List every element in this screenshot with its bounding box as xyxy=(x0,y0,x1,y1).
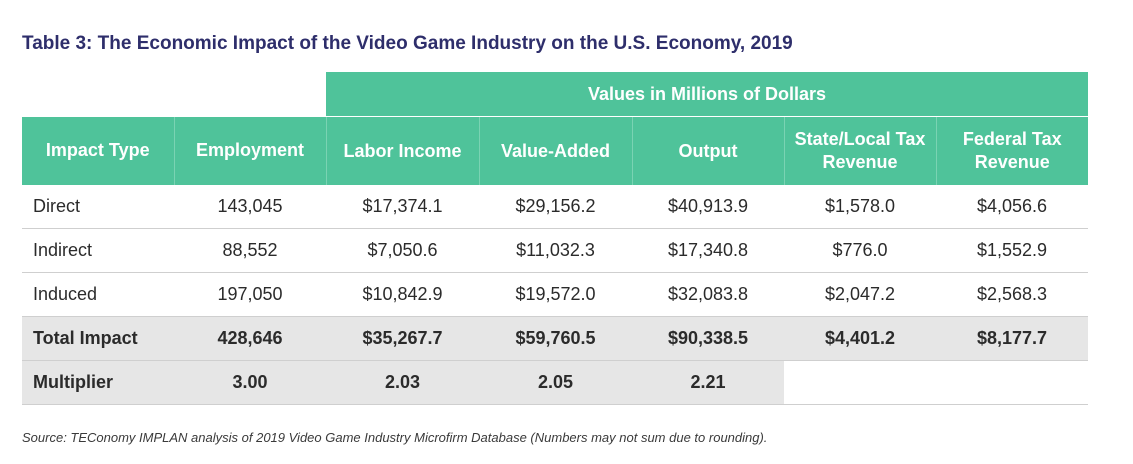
table-row-direct: Direct 143,045 $17,374.1 $29,156.2 $40,9… xyxy=(22,185,1089,229)
cell-output: 2.21 xyxy=(632,360,784,405)
cell-state-local-tax: $776.0 xyxy=(784,228,936,273)
col-header-value-added: Value-Added xyxy=(479,116,633,185)
economic-impact-table: Values in Millions of Dollars Impact Typ… xyxy=(22,72,1089,405)
table-row-indirect: Indirect 88,552 $7,050.6 $11,032.3 $17,3… xyxy=(22,228,1089,273)
cell-employment: 88,552 xyxy=(174,228,326,273)
group-header-row: Values in Millions of Dollars xyxy=(22,72,1089,117)
col-header-labor-income: Labor Income xyxy=(326,116,480,185)
cell-employment: 197,050 xyxy=(174,272,326,317)
col-header-employment: Employment xyxy=(174,116,327,185)
cell-employment: 3.00 xyxy=(174,360,326,405)
cell-federal-tax: $4,056.6 xyxy=(936,185,1089,229)
cell-labor-income: $7,050.6 xyxy=(326,228,479,273)
cell-value-added: $59,760.5 xyxy=(479,316,632,361)
cell-federal-tax: $8,177.7 xyxy=(936,316,1089,361)
cell-federal-tax: $1,552.9 xyxy=(936,228,1089,273)
table-title: Table 3: The Economic Impact of the Vide… xyxy=(22,33,793,54)
cell-employment: 428,646 xyxy=(174,316,326,361)
cell-value-added: $29,156.2 xyxy=(479,185,632,229)
table-row-induced: Induced 197,050 $10,842.9 $19,572.0 $32,… xyxy=(22,272,1089,317)
values-group-header: Values in Millions of Dollars xyxy=(326,72,1089,117)
cell-output: $90,338.5 xyxy=(632,316,784,361)
row-label: Indirect xyxy=(22,228,174,273)
col-header-state-local-tax: State/Local Tax Revenue xyxy=(784,116,937,185)
cell-value-added: 2.05 xyxy=(479,360,632,405)
cell-state-local-tax: $1,578.0 xyxy=(784,185,936,229)
row-label: Total Impact xyxy=(22,316,174,361)
table-row-multiplier: Multiplier 3.00 2.03 2.05 2.21 xyxy=(22,360,1089,405)
col-header-federal-tax: Federal Tax Revenue xyxy=(936,116,1089,185)
cell-state-local-tax: $2,047.2 xyxy=(784,272,936,317)
cell-employment: 143,045 xyxy=(174,185,326,229)
cell-value-added: $19,572.0 xyxy=(479,272,632,317)
row-label: Induced xyxy=(22,272,174,317)
cell-value-added: $11,032.3 xyxy=(479,228,632,273)
col-header-output: Output xyxy=(632,116,785,185)
cell-labor-income: 2.03 xyxy=(326,360,479,405)
cell-labor-income: $17,374.1 xyxy=(326,185,479,229)
source-note: Source: TEConomy IMPLAN analysis of 2019… xyxy=(22,430,768,445)
cell-output: $40,913.9 xyxy=(632,185,784,229)
cell-output: $17,340.8 xyxy=(632,228,784,273)
cell-state-local-tax xyxy=(784,360,936,405)
cell-federal-tax xyxy=(936,360,1089,405)
cell-federal-tax: $2,568.3 xyxy=(936,272,1089,317)
column-header-row: Impact Type Employment Labor Income Valu… xyxy=(22,116,1089,185)
cell-labor-income: $10,842.9 xyxy=(326,272,479,317)
cell-state-local-tax: $4,401.2 xyxy=(784,316,936,361)
row-label: Multiplier xyxy=(22,360,174,405)
cell-output: $32,083.8 xyxy=(632,272,784,317)
table-row-total-impact: Total Impact 428,646 $35,267.7 $59,760.5… xyxy=(22,316,1089,361)
row-label: Direct xyxy=(22,185,174,229)
blank-header-cell xyxy=(22,72,326,117)
col-header-impact-type: Impact Type xyxy=(22,116,175,185)
cell-labor-income: $35,267.7 xyxy=(326,316,479,361)
